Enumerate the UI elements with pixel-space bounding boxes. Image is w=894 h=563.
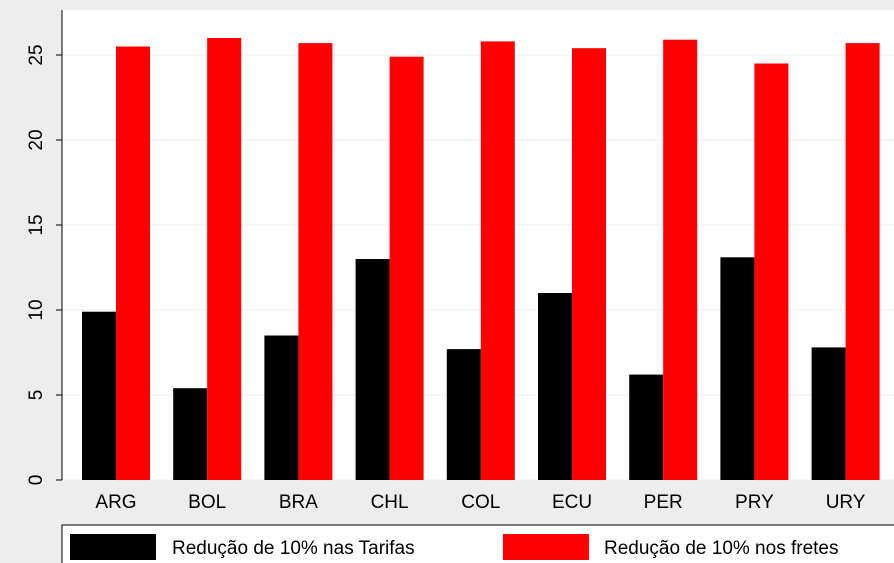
legend: Redução de 10% nas Tarifas Redução de 10… <box>61 524 894 563</box>
bar-fretes-bra <box>298 43 333 480</box>
x-tick-label-ury: URY <box>826 492 866 513</box>
legend-swatch-fretes <box>503 534 589 560</box>
y-tick-label: 10 <box>26 299 47 320</box>
legend-label-tarifas: Redução de 10% nas Tarifas <box>172 538 415 559</box>
x-tick-label-col: COL <box>461 492 500 513</box>
bar-fretes-ecu <box>572 48 606 480</box>
x-tick-label-bra: BRA <box>279 492 318 513</box>
bar-fretes-col <box>480 41 515 481</box>
bar-fretes-per <box>663 39 698 480</box>
y-tick-label: 25 <box>26 44 47 65</box>
bar-tarifas-bol <box>173 388 208 480</box>
x-tick-label-pry: PRY <box>735 492 774 513</box>
bars <box>82 38 880 481</box>
bar-tarifas-per <box>629 374 664 480</box>
x-tick-label-per: PER <box>644 492 683 513</box>
bar-fretes-bol <box>207 38 242 480</box>
y-tick-label: 15 <box>26 214 47 235</box>
bar-fretes-ury <box>845 43 880 480</box>
x-tick-label-ecu: ECU <box>552 492 592 513</box>
y-tick-label: 20 <box>26 129 47 150</box>
x-tick-label-bol: BOL <box>188 492 226 513</box>
bar-tarifas-pry <box>720 257 755 480</box>
x-tick-label-arg: ARG <box>95 492 136 513</box>
bar-tarifas-col <box>446 349 481 480</box>
bar-tarifas-chl <box>355 259 390 480</box>
x-axis: ARG BOL BRA CHL COL ECU PER PRY URY <box>95 492 865 513</box>
legend-swatch-tarifas <box>70 534 156 560</box>
bar-fretes-pry <box>754 63 789 480</box>
legend-box <box>61 524 894 563</box>
bar-tarifas-arg <box>82 311 116 480</box>
x-tick-label-chl: CHL <box>371 492 409 513</box>
bar-fretes-chl <box>389 56 424 480</box>
y-axis: 0 5 10 15 20 25 <box>26 44 62 485</box>
bar-tarifas-ecu <box>538 293 572 480</box>
legend-label-fretes: Redução de 10% nos fretes <box>604 538 839 559</box>
bar-fretes-arg <box>116 46 150 480</box>
bar-tarifas-ury <box>811 347 846 480</box>
bar-tarifas-bra <box>264 335 299 480</box>
y-tick-label: 0 <box>26 475 47 486</box>
y-tick-label: 5 <box>26 390 47 401</box>
